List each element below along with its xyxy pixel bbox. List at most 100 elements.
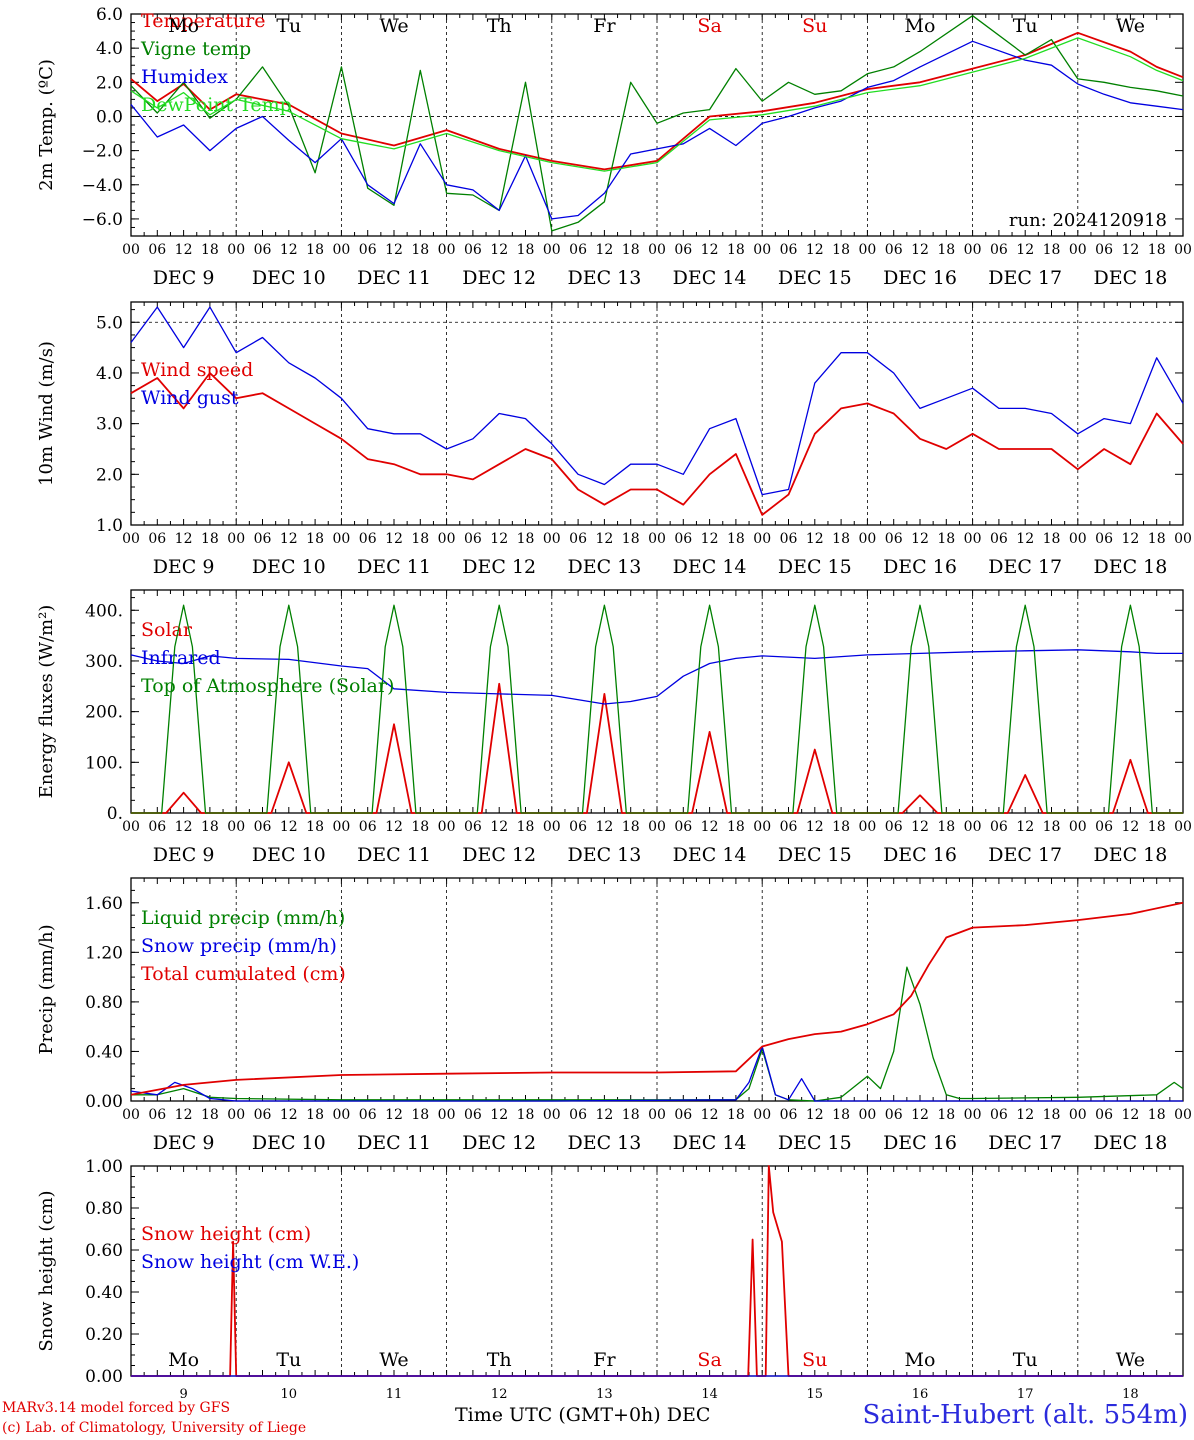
hour-tick-label: 18: [306, 819, 324, 835]
hour-tick-label: 06: [885, 242, 903, 258]
series-line-wind-gust: [130, 306, 1184, 496]
hour-tick-label: 00: [1174, 531, 1192, 547]
y-tick-label: 0.: [107, 804, 123, 824]
hour-tick-label: 06: [254, 242, 272, 258]
hour-tick-label: 00: [332, 819, 350, 835]
date-label: DEC 17: [988, 556, 1062, 578]
hour-tick-label: 06: [148, 242, 166, 258]
y-tick-label: 6.0: [96, 5, 123, 25]
hour-tick-label: 12: [385, 819, 403, 835]
day-number-label: 16: [912, 1387, 929, 1402]
hour-tick-label: 12: [490, 819, 508, 835]
weekday-label: Tu: [1013, 15, 1038, 37]
hour-tick-label: 00: [227, 819, 245, 835]
day-number-label: 14: [701, 1387, 718, 1402]
hour-tick-label: 12: [280, 1107, 298, 1123]
y-tick-label: 1.20: [85, 943, 123, 963]
date-label: DEC 15: [778, 556, 852, 578]
date-label: DEC 18: [1093, 556, 1167, 578]
hour-tick-label: 12: [595, 1107, 613, 1123]
date-label: DEC 12: [462, 267, 536, 289]
hour-tick-label: 12: [1016, 531, 1034, 547]
hour-tick-label: 18: [622, 242, 640, 258]
y-tick-label: 1.60: [85, 894, 123, 914]
hour-tick-label: 06: [464, 819, 482, 835]
weekday-label: Su: [802, 1349, 827, 1371]
hour-tick-label: 00: [858, 531, 876, 547]
hour-tick-label: 00: [122, 242, 140, 258]
y-axis-label: Precip (mm/h): [36, 924, 57, 1054]
hour-tick-label: 12: [175, 819, 193, 835]
hour-tick-label: 18: [517, 1107, 535, 1123]
y-tick-label: 2.0: [96, 465, 123, 485]
hour-tick-label: 00: [122, 1107, 140, 1123]
hour-tick-label: 06: [674, 1107, 692, 1123]
weekday-label: We: [379, 1349, 408, 1371]
y-tick-label: 5.0: [96, 313, 123, 333]
hour-tick-label: 18: [727, 819, 745, 835]
hour-tick-label: 00: [438, 1107, 456, 1123]
hour-tick-label: 18: [411, 1107, 429, 1123]
hour-tick-label: 06: [254, 1107, 272, 1123]
hour-tick-label: 00: [648, 242, 666, 258]
y-tick-label: 0.60: [85, 1241, 123, 1261]
hour-tick-label: 18: [832, 1107, 850, 1123]
hour-tick-label: 12: [806, 819, 824, 835]
date-label: DEC 9: [153, 556, 215, 578]
date-label: DEC 18: [1093, 1132, 1167, 1154]
y-tick-label: 1.00: [85, 1157, 123, 1177]
hour-tick-label: 18: [411, 819, 429, 835]
date-label: DEC 11: [357, 1132, 431, 1154]
hour-tick-label: 18: [306, 242, 324, 258]
hour-tick-label: 18: [1043, 1107, 1061, 1123]
hour-tick-label: 00: [858, 1107, 876, 1123]
hour-tick-label: 12: [1121, 242, 1139, 258]
y-tick-label: 400.: [85, 601, 123, 621]
date-label: DEC 11: [357, 844, 431, 866]
date-label: DEC 17: [988, 1132, 1062, 1154]
hour-tick-label: 00: [964, 531, 982, 547]
date-label: DEC 10: [252, 1132, 326, 1154]
hour-tick-label: 06: [464, 1107, 482, 1123]
date-label: DEC 16: [883, 267, 957, 289]
date-label: DEC 12: [462, 844, 536, 866]
hour-tick-label: 06: [569, 1107, 587, 1123]
hour-tick-label: 18: [622, 819, 640, 835]
hour-tick-label: 12: [280, 531, 298, 547]
hour-tick-label: 06: [674, 242, 692, 258]
date-label: DEC 14: [673, 844, 747, 866]
legend-entry: Top of Atmosphere (Solar): [141, 675, 394, 697]
hour-tick-label: 12: [595, 819, 613, 835]
hour-tick-label: 00: [858, 819, 876, 835]
legend-entry: Temperature: [141, 10, 265, 32]
hour-tick-label: 06: [780, 1107, 798, 1123]
weekday-label: Mo: [905, 1349, 936, 1371]
date-label: DEC 9: [153, 1132, 215, 1154]
hour-tick-label: 06: [885, 531, 903, 547]
hour-tick-label: 06: [254, 819, 272, 835]
date-label: DEC 12: [462, 556, 536, 578]
hour-tick-label: 18: [937, 1107, 955, 1123]
hour-tick-label: 12: [806, 1107, 824, 1123]
plot-frame-2: [130, 301, 1184, 526]
hour-tick-label: 18: [411, 531, 429, 547]
weekday-label: Mo: [905, 15, 936, 37]
hour-tick-label: 00: [332, 242, 350, 258]
weekday-label: Tu: [276, 1349, 301, 1371]
date-label: DEC 13: [567, 1132, 641, 1154]
hour-tick-label: 12: [1121, 531, 1139, 547]
hour-tick-label: 00: [543, 531, 561, 547]
hour-tick-label: 00: [122, 531, 140, 547]
date-label: DEC 17: [988, 267, 1062, 289]
hour-tick-label: 00: [753, 1107, 771, 1123]
legend-entry: Liquid precip (mm/h): [141, 907, 345, 929]
y-tick-label: 4.0: [96, 39, 123, 59]
hour-tick-label: 12: [490, 531, 508, 547]
model-credit: MARv3.14 model forced by GFS: [2, 1400, 231, 1416]
legend-entry: Wind gust: [141, 387, 239, 409]
hour-tick-label: 12: [701, 1107, 719, 1123]
hour-tick-label: 06: [148, 819, 166, 835]
hour-tick-label: 18: [517, 531, 535, 547]
y-tick-label: 1.0: [96, 516, 123, 536]
hour-tick-label: 06: [359, 531, 377, 547]
